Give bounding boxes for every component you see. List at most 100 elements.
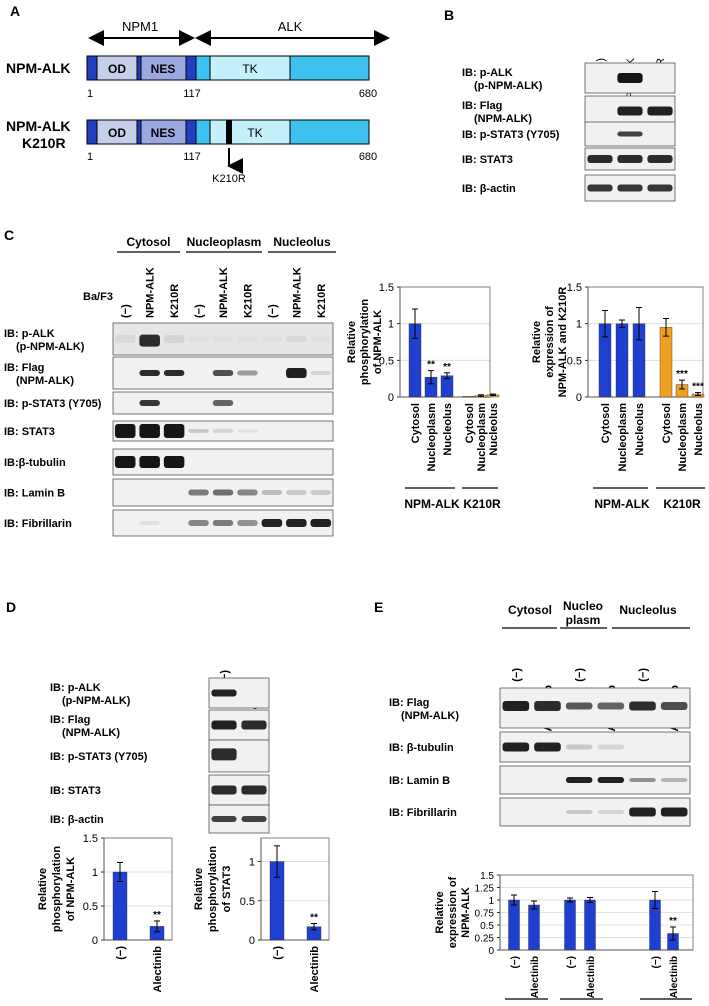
domain-od: OD <box>108 62 126 76</box>
mutation-label: K210R <box>212 173 246 185</box>
y-axis-label: Relative <box>531 321 543 363</box>
domain-tk: TK <box>242 62 257 76</box>
blot-b-4-band <box>587 184 613 192</box>
construct-name-mut-line2: K210R <box>22 135 66 151</box>
panel-label-b: B <box>444 7 454 23</box>
x-tick-label: (−) <box>272 946 284 960</box>
blot-b-3-band <box>617 155 643 163</box>
y-tick-label: 0 <box>92 935 98 947</box>
y-tick-label: 0.5 <box>379 355 394 367</box>
chart-e-expression: 00.25 0.50.75 11.25 1.5 Relative expression o… <box>434 871 694 1000</box>
fraction-header: plasm <box>566 613 601 627</box>
bar <box>462 396 476 398</box>
x-tick-label: Cytosol <box>600 403 612 443</box>
bar <box>584 899 596 951</box>
blot-b-1-label: IB: Flag <box>462 100 502 112</box>
blot-e-0-band <box>660 702 688 710</box>
blot-c-0-band <box>163 335 185 343</box>
blot-c-6-band <box>310 519 332 527</box>
group-label: K210R <box>463 497 501 511</box>
panel-label-c: C <box>4 227 14 243</box>
lane-label: K210R <box>316 284 328 318</box>
y-tick-label: 1 <box>488 896 494 907</box>
chart-c-phosphorylation: 0 0.5 1 1.5 Relative phosphorylation of NPM-AL… <box>346 282 501 511</box>
lane-label: (−) <box>574 668 586 682</box>
blot-c-0-band <box>139 334 160 347</box>
significance-mark: ** <box>153 910 161 921</box>
x-tick-label: Cytosol <box>661 403 673 443</box>
blot-d-3 <box>208 774 270 806</box>
panel-e: E Cytosol Nucleoplasm Nucleolus (−) Alectin… <box>374 599 694 1000</box>
npm1-label: NPM1 <box>122 19 158 34</box>
y-axis-label: NPM-ALK <box>460 887 472 938</box>
blot-c-3-band <box>139 424 160 438</box>
y-tick-label: 0.5 <box>240 896 255 908</box>
y-axis-label: Relative <box>37 868 49 910</box>
plot-frame <box>260 837 330 941</box>
panel-label-e: E <box>374 599 383 615</box>
significance-mark: *** <box>692 382 704 393</box>
x-tick-label: Alectinib <box>586 956 597 998</box>
blot-b-3-label: IB: STAT3 <box>462 154 513 166</box>
blot-c-1 <box>112 356 334 390</box>
x-tick-label: Alectinib <box>530 956 541 998</box>
blot-d-1-label: IB: Flag <box>50 714 90 726</box>
construct-bar-wt <box>86 55 370 81</box>
bar <box>564 899 576 951</box>
x-tick-label: Nucleolus <box>693 403 705 456</box>
blot-d-1-label-sub: (NPM-ALK) <box>62 727 120 739</box>
blot-e-3-band <box>565 810 593 814</box>
y-tick-label: 1 <box>92 867 98 879</box>
chart-c-expression: 0 0.5 1 1.5 Relative expression of NPM-ALK and… <box>531 282 705 511</box>
x-tick-label: Nucleoplasm <box>677 403 689 472</box>
blot-e-0-box <box>499 687 691 729</box>
blot-c-3-band <box>114 424 136 438</box>
blot-d-4-band <box>241 816 267 822</box>
blot-e-0-band <box>565 702 593 710</box>
blot-e-3-band <box>597 810 625 814</box>
lane-label: NPM-ALK <box>218 267 230 318</box>
y-tick-label: 0.5 <box>83 901 98 913</box>
x-tick-label: (−) <box>566 956 577 969</box>
blot-e-0-band <box>534 701 561 711</box>
blot-c-0-band <box>212 336 234 342</box>
construct-name-wt: NPM-ALK <box>6 60 71 76</box>
significance-mark: ** <box>669 916 677 927</box>
blot-c-6-band <box>286 519 307 527</box>
blot-c-2-band <box>212 400 234 406</box>
fraction-header: Cytosol <box>126 235 170 249</box>
x-tick-label: (−) <box>651 956 662 969</box>
lane-label: K210R <box>242 284 254 318</box>
bar <box>528 904 540 951</box>
y-tick-label: 1.5 <box>480 871 494 882</box>
blot-c-4-label: IB:β-tubulin <box>4 457 66 469</box>
blot-e-2-band <box>629 778 656 782</box>
significance-mark: ** <box>310 913 318 924</box>
blot-e-1-band <box>565 744 593 750</box>
blot-d-1 <box>208 709 270 741</box>
y-tick-label: 1 <box>576 319 582 331</box>
x-tick-label: Alectinib <box>669 956 680 998</box>
lane-label: (−) <box>120 304 132 318</box>
y-axis-label: Relative <box>193 868 205 910</box>
y-axis-label: Relative <box>434 891 446 933</box>
y-axis-label: of STAT3 <box>221 866 233 913</box>
blot-c-1-band <box>212 370 234 376</box>
blot-e-3-label: IB: Fibrillarin <box>389 807 457 819</box>
blot-e-0-label: IB: Flag <box>389 697 429 709</box>
blot-e-0 <box>499 687 691 729</box>
blot-c-5 <box>112 478 334 507</box>
x-tick-label: Cytosol <box>410 403 422 443</box>
blot-d-4-band <box>211 816 237 822</box>
blot-c-1-band <box>139 370 160 376</box>
fraction-header: Nucleolus <box>619 603 677 617</box>
position-start: 1 <box>87 88 93 100</box>
blot-c-0-band <box>114 335 136 343</box>
y-axis-label: NPM-ALK and K210R <box>557 287 569 398</box>
blot-c-5-band <box>310 490 332 495</box>
domain-nes-mut: NES <box>151 126 176 140</box>
lane-label: K210R <box>169 284 181 318</box>
y-tick-label: 0 <box>576 392 582 404</box>
x-tick-label: Cytosol <box>464 403 476 443</box>
blot-d-4-label: IB: β-actin <box>50 814 104 826</box>
